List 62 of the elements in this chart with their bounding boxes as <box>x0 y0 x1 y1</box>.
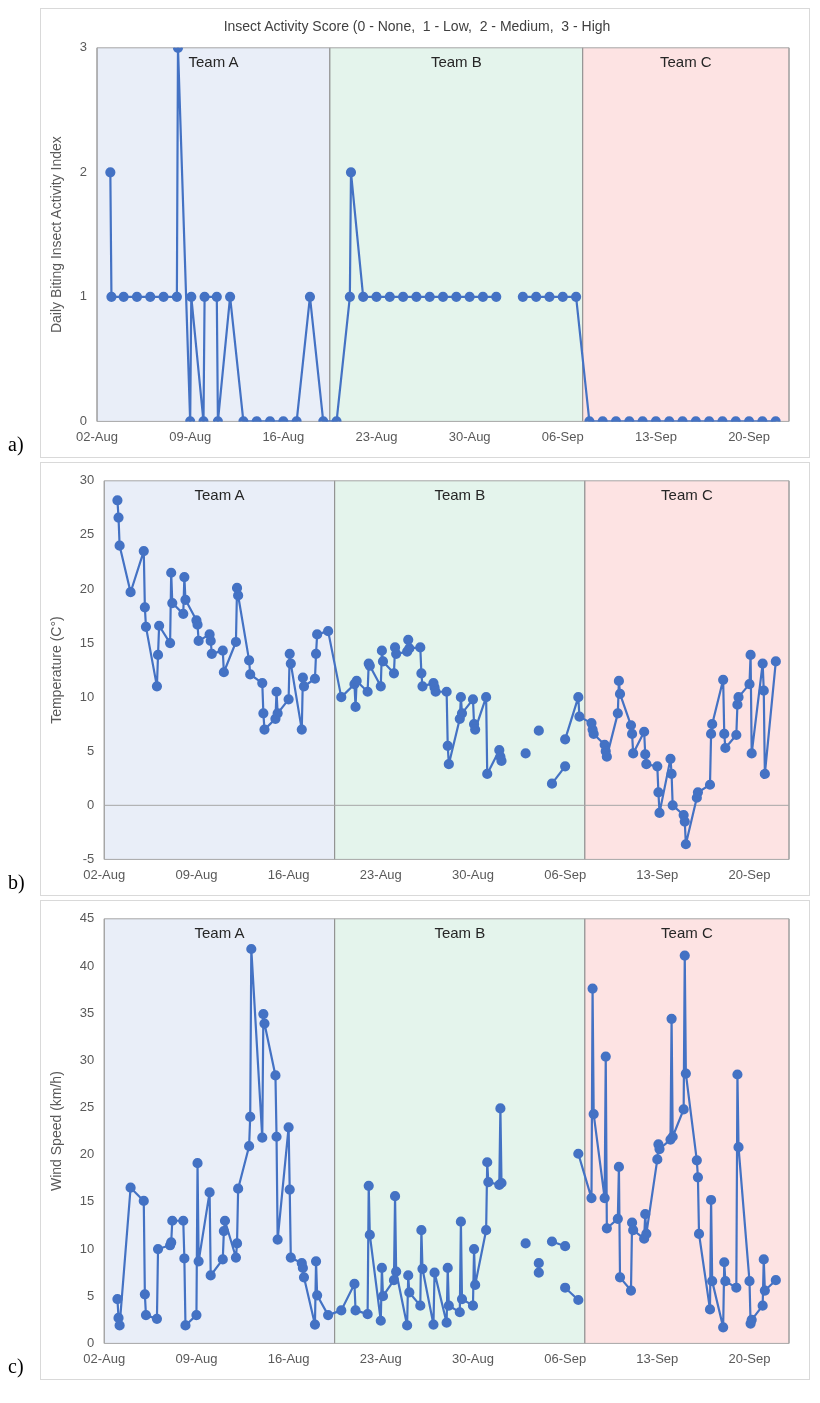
text: a) <box>8 433 25 456</box>
y-tick-label: 15 <box>79 634 95 650</box>
x-tick-label: 02-Aug <box>76 428 118 444</box>
y-axis-title: Daily Biting Insect Activity Index <box>48 136 65 334</box>
band-label: Team A <box>188 53 239 71</box>
y-tick-label: 2 <box>79 163 88 179</box>
band-label: Team C <box>661 924 713 942</box>
y-tick-label: 30 <box>79 472 95 488</box>
x-tick-label: 16-Aug <box>262 428 305 444</box>
y-tick-label: 30 <box>79 1051 95 1067</box>
y-tick-label: 25 <box>79 526 95 542</box>
band-label: Team A <box>194 486 245 504</box>
text: b) <box>8 871 26 894</box>
y-tick-label: -5 <box>82 850 95 866</box>
y-tick-label: 5 <box>87 1287 95 1303</box>
x-tick-label: 06-Sep <box>544 866 587 882</box>
y-axis-title: Wind Speed (km/h) <box>48 1071 65 1192</box>
x-tick-label: 23-Aug <box>359 1350 402 1366</box>
y-tick-label: 10 <box>79 1240 95 1256</box>
band-label: Team A <box>194 924 245 942</box>
band-label: Team B <box>434 486 486 504</box>
y-tick-label: 0 <box>79 412 88 428</box>
x-tick-label: 13-Sep <box>636 1350 679 1366</box>
y-tick-label: 35 <box>79 1004 95 1020</box>
y-tick-label: 0 <box>87 1334 95 1350</box>
x-tick-label: 09-Aug <box>169 428 212 444</box>
x-tick-label: 13-Sep <box>634 428 677 444</box>
x-tick-label: 16-Aug <box>267 866 310 882</box>
x-tick-label: 02-Aug <box>83 1350 126 1366</box>
x-tick-label: 13-Sep <box>636 866 679 882</box>
y-tick-label: 1 <box>79 288 88 304</box>
x-tick-label: 06-Sep <box>544 1350 587 1366</box>
band-label: Team C <box>660 53 712 71</box>
x-tick-label: 20-Sep <box>728 866 771 882</box>
x-tick-label: 30-Aug <box>452 1350 494 1366</box>
text: c) <box>8 1355 25 1378</box>
x-tick-label: 16-Aug <box>267 1350 310 1366</box>
x-tick-label: 06-Sep <box>541 428 584 444</box>
x-tick-label: 09-Aug <box>175 1350 218 1366</box>
y-tick-label: 40 <box>79 957 95 973</box>
y-tick-label: 15 <box>79 1193 95 1209</box>
x-tick-label: 30-Aug <box>448 428 491 444</box>
band-label: Team B <box>434 924 486 942</box>
y-axis-title: Temperature (C°) <box>48 616 65 724</box>
x-tick-label: 02-Aug <box>83 866 126 882</box>
band-label: Team C <box>661 486 713 504</box>
chart-title: Insect Activity Score (0 - None, 1 - Low, 2 - Medium, 3 - High <box>223 18 611 35</box>
y-tick-label: 5 <box>87 742 95 758</box>
band-label: Team B <box>430 53 482 71</box>
y-tick-label: 25 <box>79 1099 95 1115</box>
x-tick-label: 23-Aug <box>355 428 398 444</box>
y-tick-label: 0 <box>87 796 95 812</box>
y-tick-label: 3 <box>79 39 88 55</box>
y-tick-label: 20 <box>79 580 95 596</box>
y-tick-label: 10 <box>79 688 95 704</box>
x-tick-label: 30-Aug <box>452 866 494 882</box>
y-tick-label: 20 <box>79 1146 95 1162</box>
x-tick-label: 20-Sep <box>728 428 771 444</box>
x-tick-label: 09-Aug <box>175 866 218 882</box>
x-tick-label: 20-Sep <box>728 1350 771 1366</box>
y-tick-label: 45 <box>79 910 95 926</box>
x-tick-label: 23-Aug <box>359 866 402 882</box>
